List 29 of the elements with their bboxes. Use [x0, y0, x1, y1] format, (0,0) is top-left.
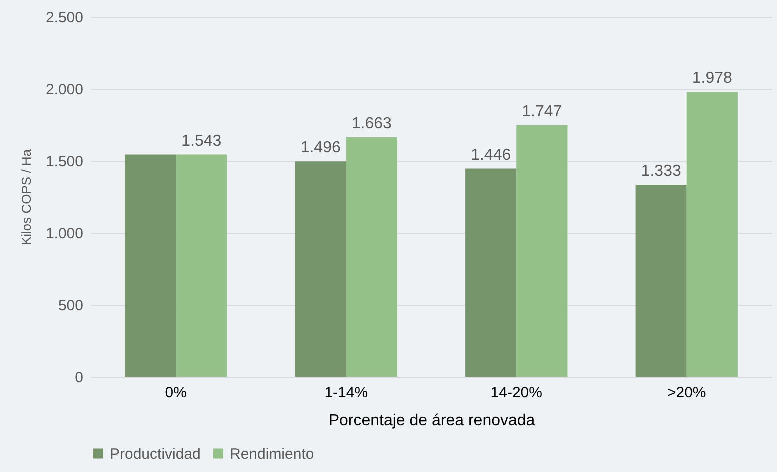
y-tick-label: 1.500 — [46, 154, 84, 170]
x-tick-label: 14-20% — [490, 384, 542, 402]
y-tick-label: 2.000 — [46, 82, 84, 98]
bar — [636, 185, 687, 377]
bar — [125, 154, 176, 377]
data-label: 1.663 — [352, 116, 392, 133]
y-tick-label: 2.500 — [46, 10, 84, 26]
bar — [686, 92, 738, 377]
legend-label: Rendimiento — [230, 446, 314, 463]
x-tick-label: >20% — [667, 384, 706, 402]
x-tick-label: 1-14% — [324, 384, 368, 402]
data-label: 1.978 — [692, 70, 733, 88]
bar — [176, 154, 228, 377]
bar — [346, 138, 398, 377]
bar — [295, 162, 346, 377]
data-label: 1.543 — [182, 132, 222, 150]
y-tick-label: 1.000 — [46, 226, 84, 242]
x-tick-label: 0% — [165, 384, 187, 402]
bar — [466, 168, 517, 377]
y-tick-label: 500 — [58, 298, 84, 314]
data-label: 1.747 — [522, 103, 562, 120]
x-axis-title: Porcentaje de área renovada — [328, 412, 536, 430]
data-label: 1.333 — [641, 163, 682, 180]
y-tick-label: 0 — [75, 370, 84, 386]
data-label: 1.446 — [471, 146, 512, 164]
y-axis-title: Kilos COPS / Ha — [18, 148, 34, 246]
data-label: 1.496 — [300, 140, 341, 157]
legend-label: Productividad — [110, 446, 201, 463]
bar — [516, 125, 568, 377]
